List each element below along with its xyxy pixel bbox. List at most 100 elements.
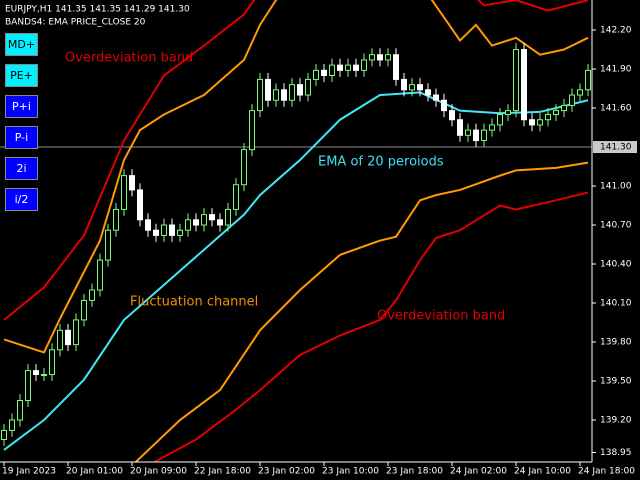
candle-body <box>161 224 167 236</box>
y-tick-label: 142.20 <box>600 26 632 36</box>
candle-body <box>529 119 535 126</box>
x-tick-label: 23 Jan 10:00 <box>322 467 379 477</box>
x-tick-label: 22 Jan 18:00 <box>194 467 251 477</box>
x-tick-label: 20 Jan 09:00 <box>130 467 187 477</box>
y-tick-label: 141.00 <box>600 182 632 192</box>
candle-body <box>441 99 447 112</box>
indicator-line <box>134 161 589 462</box>
candle-body <box>425 89 431 96</box>
tool-button[interactable]: P-i <box>5 126 38 149</box>
candle-body <box>385 54 391 61</box>
candle-body <box>297 84 303 96</box>
y-tick-label: 141.60 <box>600 104 632 114</box>
candle-body <box>353 64 359 71</box>
x-tick-label: 20 Jan 01:00 <box>66 467 123 477</box>
candle-body <box>65 329 71 346</box>
current-price-label: 141.30 <box>600 143 632 153</box>
candle-body <box>169 224 175 236</box>
candle-body <box>153 229 159 236</box>
candle-body <box>417 84 423 91</box>
annotation: Fluctuation channel <box>130 295 258 310</box>
candle-body <box>489 124 495 131</box>
candle-body <box>17 400 23 421</box>
candle-body <box>537 119 543 126</box>
candle-body <box>305 78 311 96</box>
header-line: BANDS4: EMA PRICE_CLOSE 20 <box>5 18 146 28</box>
candle-body <box>321 69 327 77</box>
candle-body <box>433 94 439 101</box>
candle-body <box>129 175 135 191</box>
candle-body <box>257 78 263 112</box>
indicator-line <box>3 0 589 321</box>
candle-body <box>337 64 343 71</box>
candle-body <box>97 259 103 291</box>
candle-body <box>41 374 47 377</box>
candle-body <box>377 54 383 61</box>
candle-body <box>145 219 151 231</box>
indicator-line <box>3 91 589 451</box>
candle-body <box>401 78 407 91</box>
candle-body <box>569 94 575 106</box>
candle-body <box>57 329 63 351</box>
annotation: Overdeviation band <box>377 309 505 324</box>
candle-body <box>249 110 255 151</box>
candle-body <box>521 49 527 121</box>
candle-body <box>449 110 455 121</box>
tool-button[interactable]: i/2 <box>5 188 38 211</box>
candle-body <box>409 84 415 91</box>
tool-button[interactable]: PE+ <box>5 64 38 87</box>
y-tick-label: 141.90 <box>600 65 632 75</box>
candle-body <box>49 349 55 376</box>
candle-body <box>201 214 207 226</box>
y-tick-label: 139.20 <box>600 416 632 426</box>
candle-body <box>265 78 271 101</box>
candle-body <box>273 89 279 101</box>
x-tick-label: 19 Jan 2023 <box>2 467 56 477</box>
plot-area <box>0 0 592 462</box>
indicator-line <box>3 0 589 354</box>
y-tick-label: 140.40 <box>600 260 632 270</box>
candle-body <box>105 229 111 261</box>
candle-body <box>73 319 79 346</box>
candle-body <box>193 219 199 226</box>
tool-button[interactable]: MD+ <box>5 33 38 56</box>
candle-body <box>585 69 591 91</box>
candle-body <box>481 129 487 142</box>
annotation: Overdeviation band <box>65 51 193 66</box>
candle-body <box>121 175 127 210</box>
candle-body <box>361 59 367 71</box>
candle-body <box>281 89 287 101</box>
candle-body <box>241 149 247 186</box>
candle-body <box>1 429 7 441</box>
candle-body <box>289 84 295 101</box>
tool-button[interactable]: 2i <box>5 157 38 180</box>
x-tick-label: 24 Jan 18:00 <box>578 467 635 477</box>
y-tick-label: 140.10 <box>600 299 632 309</box>
header-line: EURJPY,H1 141.35 141.35 141.29 141.30 <box>5 5 190 15</box>
x-tick-label: 23 Jan 18:00 <box>386 467 443 477</box>
candle-body <box>329 64 335 77</box>
candle-body <box>177 229 183 236</box>
x-tick-label: 24 Jan 02:00 <box>450 467 507 477</box>
indicator-line <box>152 191 589 462</box>
candle-body <box>505 110 511 116</box>
y-tick-label: 140.70 <box>600 221 632 231</box>
candle-body <box>81 299 87 321</box>
candle-body <box>185 219 191 231</box>
candle-body <box>393 54 399 80</box>
candle-body <box>545 114 551 121</box>
candle-body <box>33 370 39 376</box>
candle-body <box>137 189 143 221</box>
candle-body <box>513 49 519 112</box>
tool-button[interactable]: P+i <box>5 95 38 118</box>
x-tick-label: 24 Jan 10:00 <box>514 467 571 477</box>
annotation: EMA of 20 peroiods <box>318 155 444 170</box>
candle-body <box>561 104 567 112</box>
candle-body <box>313 69 319 80</box>
candle-body <box>225 208 231 226</box>
candle-body <box>369 54 375 61</box>
candle-body <box>465 129 471 136</box>
candle-body <box>345 64 351 71</box>
